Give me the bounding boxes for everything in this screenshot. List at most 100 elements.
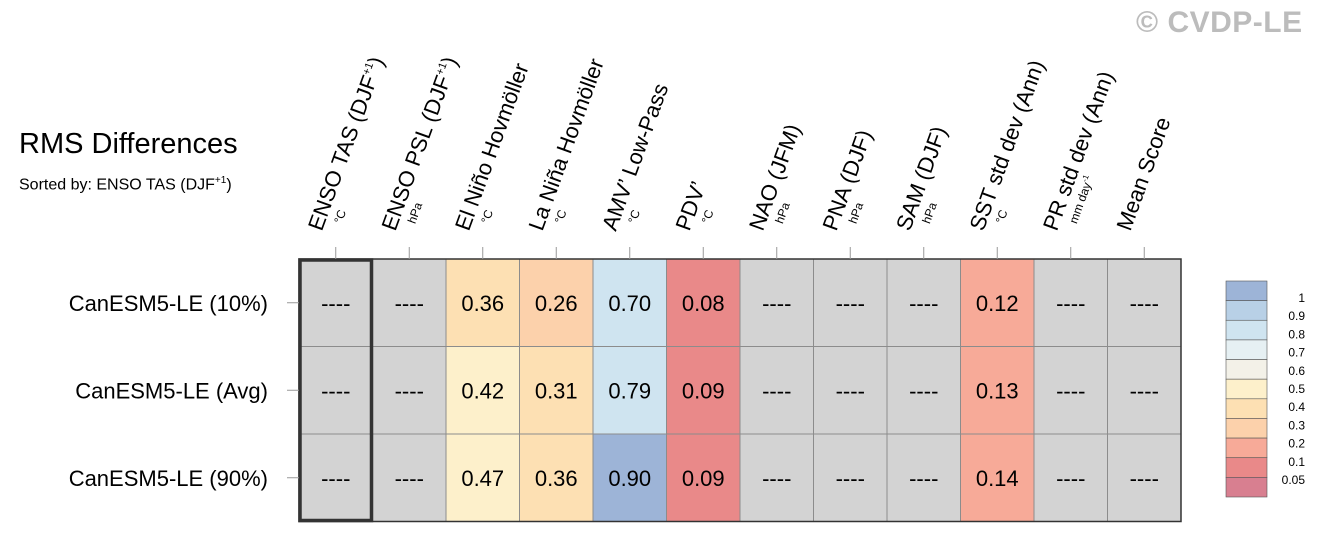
heatmap-cell — [519, 433, 594, 522]
column-label-sup: +1 — [434, 61, 450, 77]
cell-value: ---- — [909, 378, 938, 403]
sorted-column-highlight — [298, 258, 374, 523]
heatmap-cell — [960, 346, 1035, 435]
colorbar-swatch — [1225, 398, 1268, 419]
column-label-text: SST std dev (Ann) — [964, 57, 1049, 234]
colorbar-label: 0.2 — [1288, 437, 1305, 451]
chart-subtitle: Sorted by: ENSO TAS (DJF+1) — [19, 175, 232, 194]
cell-value: ---- — [1056, 291, 1085, 316]
row-label: CanESM5-LE (Avg) — [75, 378, 268, 403]
column-header: PNA (DJF)hPa — [817, 126, 876, 233]
column-unit-text: °C — [993, 208, 1011, 226]
colorbar-swatch — [1225, 477, 1268, 498]
cell-value: ---- — [836, 291, 865, 316]
column-label: El Niño Hovmöller — [450, 60, 534, 234]
cell-value: 0.70 — [608, 291, 651, 316]
column-unit-sup: -1 — [1080, 173, 1091, 183]
subtitle-prefix: Sorted by: ENSO TAS (DJF — [19, 176, 215, 194]
column-label: Mean Score — [1111, 114, 1175, 234]
heatmap-cell — [445, 433, 520, 522]
cell-value: 0.09 — [682, 466, 725, 491]
cell-value: ---- — [762, 291, 791, 316]
cell-value: ---- — [1130, 378, 1159, 403]
colorbar-swatch — [1225, 457, 1268, 478]
colorbar-swatch — [1225, 339, 1268, 360]
cell-value: ---- — [909, 466, 938, 491]
heatmap-cell — [813, 258, 888, 347]
row-label: CanESM5-LE (10%) — [69, 291, 268, 316]
column-label: ENSO TAS (DJF+1) — [303, 53, 389, 233]
cell-value: 0.08 — [682, 291, 725, 316]
row-label: CanESM5-LE (90%) — [69, 466, 268, 491]
column-label: SST std dev (Ann) — [964, 57, 1049, 234]
colorbar-label: 0.7 — [1288, 346, 1305, 360]
column-unit-text: hPa — [846, 200, 867, 225]
column-unit-text: °C — [625, 208, 643, 226]
column-unit: hPa — [405, 200, 426, 225]
column-unit: °C — [478, 208, 496, 226]
heatmap-cell — [960, 433, 1035, 522]
heatmap-cell — [445, 346, 520, 435]
heatmap-cell — [1033, 433, 1108, 522]
heatmap-cell — [298, 346, 373, 435]
cell-value: 0.90 — [608, 466, 651, 491]
column-unit: °C — [699, 208, 717, 226]
colorbar-swatch — [1225, 359, 1268, 380]
chart-title: RMS Differences — [19, 128, 238, 160]
heatmap-cell — [592, 258, 667, 347]
colorbar-label: 0.4 — [1288, 400, 1305, 414]
column-unit-text: °C — [478, 208, 496, 226]
cell-value: ---- — [1056, 378, 1085, 403]
cell-value: ---- — [836, 466, 865, 491]
cell-value: 0.14 — [976, 466, 1019, 491]
cell-value: 0.12 — [976, 291, 1019, 316]
cell-value: ---- — [321, 466, 350, 491]
watermark-text: © CVDP-LE — [1136, 6, 1303, 39]
cell-value: 0.31 — [535, 378, 578, 403]
colorbar-swatch — [1225, 319, 1268, 341]
column-header: NAO (JFM)hPa — [744, 121, 806, 234]
column-unit: °C — [552, 208, 570, 226]
colorbar-swatch — [1225, 378, 1268, 400]
colorbar-label: 0.5 — [1288, 382, 1305, 396]
heatmap-cell — [1033, 346, 1108, 435]
column-label-sup: +1 — [361, 61, 377, 77]
cell-value: ---- — [395, 466, 424, 491]
column-unit-text: hPa — [772, 200, 793, 225]
heatmap-cell — [519, 258, 594, 347]
column-label-text: PDV’ — [670, 178, 711, 234]
colorbar-label: 1 — [1298, 291, 1305, 305]
cell-value: ---- — [909, 291, 938, 316]
colorbar-label: 0.3 — [1288, 418, 1305, 432]
column-unit-text: °C — [331, 208, 349, 226]
heatmap-cell — [1107, 346, 1182, 435]
subtitle-suffix: ) — [226, 176, 232, 194]
column-unit: hPa — [772, 200, 793, 225]
cell-value: ---- — [395, 291, 424, 316]
cell-value: ---- — [836, 378, 865, 403]
column-header: AMV’ Low-Pass°C — [597, 80, 673, 234]
cell-value: 0.09 — [682, 378, 725, 403]
heatmap-cell — [372, 433, 447, 522]
cell-value: 0.36 — [535, 466, 578, 491]
heatmap-cell — [372, 258, 447, 347]
cell-value: 0.79 — [608, 378, 651, 403]
colorbar-label: 0.9 — [1288, 309, 1305, 323]
heatmap-cell — [739, 433, 814, 522]
heatmap-cell — [739, 346, 814, 435]
colorbar-swatch — [1225, 280, 1268, 301]
column-unit-text: °C — [552, 208, 570, 226]
column-unit-text: hPa — [919, 200, 940, 225]
heatmap-cell — [666, 433, 741, 522]
colorbar-swatch — [1225, 418, 1268, 439]
cell-value: ---- — [321, 378, 350, 403]
column-label: La Niña Hovmöller — [523, 55, 608, 234]
column-header: SAM (DJF)hPa — [891, 123, 952, 234]
cell-value: 0.42 — [461, 378, 504, 403]
colorbar-label: 0.1 — [1288, 455, 1305, 469]
column-unit: °C — [331, 208, 349, 226]
colorbar-label: 0.6 — [1288, 364, 1305, 378]
column-label: PDV’ — [670, 178, 711, 234]
cell-value: ---- — [395, 378, 424, 403]
